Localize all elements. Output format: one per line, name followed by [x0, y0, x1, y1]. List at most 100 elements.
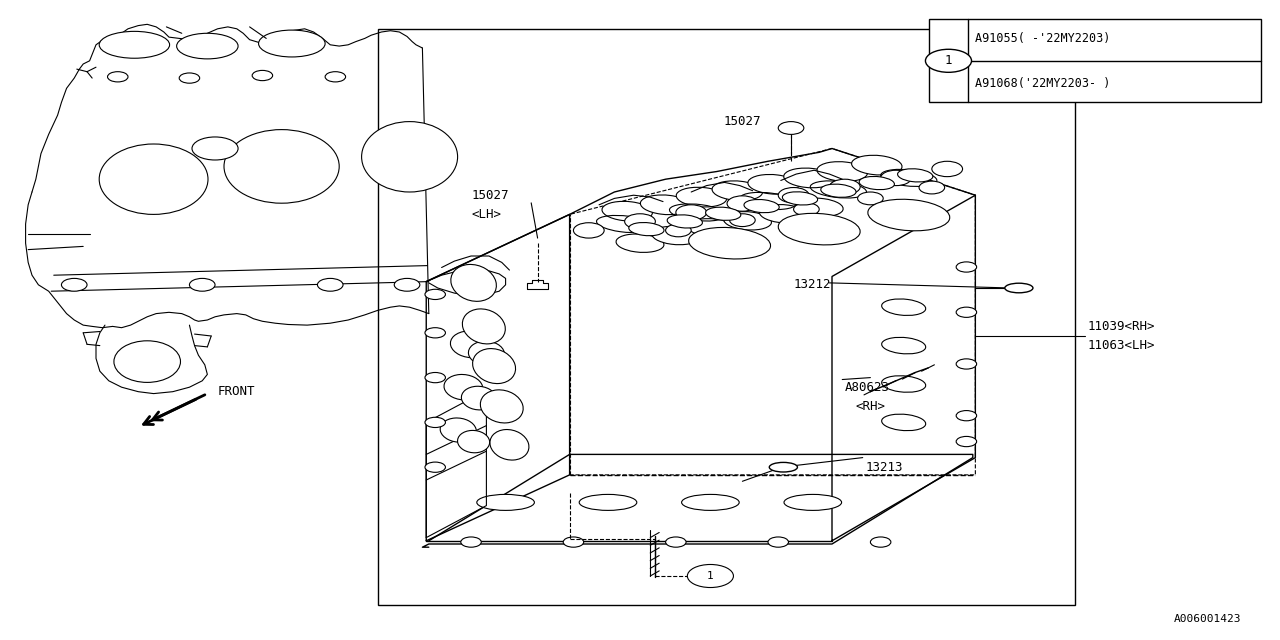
Text: FRONT: FRONT — [218, 385, 255, 398]
Circle shape — [870, 537, 891, 547]
Circle shape — [925, 49, 972, 72]
Ellipse shape — [1005, 283, 1033, 293]
Circle shape — [108, 72, 128, 82]
Ellipse shape — [859, 177, 895, 189]
Ellipse shape — [472, 349, 516, 383]
Ellipse shape — [744, 200, 780, 212]
Ellipse shape — [667, 215, 703, 228]
Ellipse shape — [640, 195, 691, 214]
Circle shape — [956, 307, 977, 317]
Circle shape — [666, 537, 686, 547]
Text: 1: 1 — [707, 571, 714, 581]
Ellipse shape — [783, 168, 835, 188]
Circle shape — [61, 278, 87, 291]
Circle shape — [666, 224, 691, 237]
Text: <RH>: <RH> — [855, 400, 884, 413]
Circle shape — [730, 214, 755, 227]
Circle shape — [932, 161, 963, 177]
Bar — [378, 29, 1075, 605]
Ellipse shape — [851, 156, 902, 175]
Ellipse shape — [897, 169, 933, 182]
Circle shape — [676, 205, 707, 220]
Ellipse shape — [361, 122, 458, 192]
Ellipse shape — [689, 227, 771, 259]
Circle shape — [778, 122, 804, 134]
Ellipse shape — [820, 184, 856, 197]
Text: 11063<LH>: 11063<LH> — [1088, 339, 1156, 352]
Circle shape — [425, 372, 445, 383]
Circle shape — [858, 192, 883, 205]
Circle shape — [794, 203, 819, 216]
Text: 11039<RH>: 11039<RH> — [1088, 320, 1156, 333]
Circle shape — [727, 196, 758, 211]
Text: A006001423: A006001423 — [1174, 614, 1242, 624]
Ellipse shape — [477, 495, 535, 511]
Circle shape — [881, 170, 911, 186]
Ellipse shape — [882, 376, 925, 392]
Ellipse shape — [882, 337, 925, 354]
Text: 13213: 13213 — [865, 461, 902, 474]
Circle shape — [325, 72, 346, 82]
Circle shape — [192, 137, 238, 160]
Ellipse shape — [782, 192, 818, 205]
Ellipse shape — [451, 331, 492, 358]
Circle shape — [919, 181, 945, 194]
Circle shape — [563, 537, 584, 547]
Ellipse shape — [462, 309, 506, 344]
Circle shape — [425, 462, 445, 472]
Ellipse shape — [868, 199, 950, 231]
Ellipse shape — [480, 390, 524, 423]
Ellipse shape — [652, 227, 700, 244]
Ellipse shape — [882, 299, 925, 316]
Circle shape — [956, 359, 977, 369]
Ellipse shape — [783, 495, 842, 511]
Ellipse shape — [224, 130, 339, 204]
Circle shape — [573, 223, 604, 238]
Ellipse shape — [882, 414, 925, 431]
Circle shape — [956, 411, 977, 421]
Ellipse shape — [723, 212, 772, 230]
Ellipse shape — [259, 30, 325, 57]
Text: <LH>: <LH> — [471, 208, 500, 221]
Ellipse shape — [602, 202, 653, 221]
Circle shape — [425, 328, 445, 338]
Circle shape — [687, 564, 733, 588]
Ellipse shape — [705, 207, 741, 220]
Circle shape — [425, 289, 445, 300]
Text: 13212: 13212 — [794, 278, 831, 291]
Text: 15027: 15027 — [723, 115, 760, 128]
Ellipse shape — [100, 144, 207, 214]
Ellipse shape — [457, 431, 490, 452]
Ellipse shape — [451, 264, 497, 301]
Ellipse shape — [490, 429, 529, 460]
Text: 15027: 15027 — [471, 189, 508, 202]
Ellipse shape — [682, 495, 740, 511]
Ellipse shape — [817, 162, 868, 181]
Circle shape — [252, 70, 273, 81]
Circle shape — [956, 436, 977, 447]
Ellipse shape — [444, 374, 483, 400]
Ellipse shape — [468, 341, 504, 365]
Ellipse shape — [795, 198, 844, 216]
Ellipse shape — [440, 418, 476, 442]
Ellipse shape — [100, 31, 170, 58]
Text: A91055( -'22MY2203): A91055( -'22MY2203) — [975, 32, 1111, 45]
Ellipse shape — [616, 234, 664, 252]
Circle shape — [768, 537, 788, 547]
Text: A80623: A80623 — [845, 381, 890, 394]
Ellipse shape — [461, 387, 497, 410]
Ellipse shape — [177, 33, 238, 59]
Circle shape — [189, 278, 215, 291]
Text: 1: 1 — [945, 54, 952, 67]
Circle shape — [625, 214, 655, 229]
Circle shape — [461, 537, 481, 547]
Text: A91068('22MY2203- ): A91068('22MY2203- ) — [975, 77, 1111, 90]
Circle shape — [829, 179, 860, 195]
Ellipse shape — [759, 205, 808, 223]
Ellipse shape — [769, 462, 797, 472]
Circle shape — [179, 73, 200, 83]
Ellipse shape — [778, 213, 860, 245]
Ellipse shape — [580, 495, 637, 511]
Ellipse shape — [628, 223, 664, 236]
Ellipse shape — [687, 219, 736, 237]
